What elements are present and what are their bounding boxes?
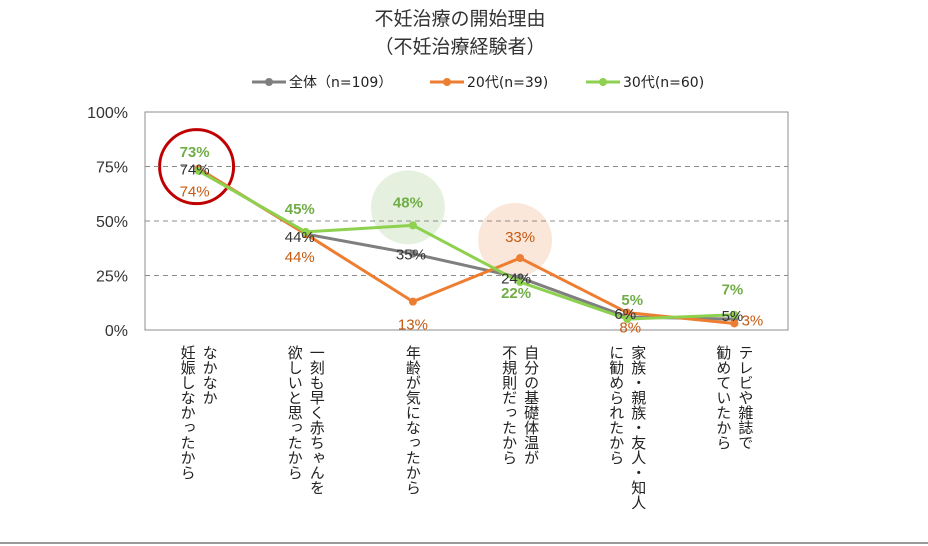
chart-title: 不妊治療の開始理由 — [374, 8, 545, 30]
data-label: 5% — [722, 308, 744, 325]
data-label: 5% — [621, 292, 643, 309]
data-label: 48% — [393, 194, 423, 211]
data-point — [730, 319, 739, 328]
data-label: 44% — [285, 229, 315, 246]
data-label: 35% — [396, 247, 426, 264]
highlight-ring — [158, 128, 236, 206]
data-label: 24% — [501, 271, 531, 288]
data-labels: 74%44%35%24%6% 5%74%44%13%33%8% 3%73%45% 48… — [180, 144, 764, 337]
plot-area-border — [144, 111, 789, 331]
category-label: 自分の基礎体温が — [522, 345, 540, 465]
category-label: 年齢が気になったから — [404, 345, 422, 495]
category-label: テレビや雑誌で — [736, 345, 754, 450]
data-point — [516, 254, 525, 263]
y-tick-label: 100% — [87, 105, 128, 122]
y-tick-label: 75% — [96, 160, 128, 177]
data-point — [301, 227, 310, 236]
y-tick-label: 50% — [96, 214, 128, 231]
category-label: 不規則だったから — [500, 345, 518, 465]
data-label: 13% — [398, 317, 428, 334]
legend: 全体（n=109） 20代(n=39) 30代(n=60) — [252, 74, 704, 91]
legend-label: 30代(n=60) — [623, 75, 704, 91]
data-label: 73% — [180, 144, 210, 161]
data-label: 7% — [722, 282, 744, 299]
category-label: に勧められたから — [607, 345, 625, 465]
highlight-markers — [158, 128, 553, 278]
data-label: 22% — [501, 285, 531, 302]
data-label: 8% — [619, 320, 641, 337]
highlight-bubble — [478, 203, 553, 278]
data-point — [408, 249, 417, 258]
data-label: 74% — [180, 184, 210, 201]
y-tick-label: 25% — [96, 269, 128, 286]
data-point — [623, 308, 632, 317]
data-label: 74% — [180, 162, 210, 179]
legend-marker — [265, 78, 273, 86]
category-label: なかなか — [201, 345, 219, 405]
grid-lines — [145, 166, 788, 276]
legend-label: 全体（n=109） — [289, 74, 392, 91]
legend-marker — [599, 78, 607, 86]
series-lines — [194, 164, 739, 328]
data-point — [516, 278, 525, 287]
legend-marker — [443, 78, 451, 86]
data-point — [194, 166, 203, 175]
chart-subtitle: （不妊治療経験者） — [374, 36, 545, 58]
legend-label: 20代(n=39) — [467, 75, 548, 91]
data-label: 45% — [285, 201, 315, 218]
category-label: 家族・親族・友人・知人 — [629, 345, 647, 510]
bottom-divider — [0, 542, 928, 544]
axes: 0% 25% 50% 75% 100% — [87, 105, 789, 340]
data-label: 3% — [742, 312, 764, 329]
category-label: 一刻も早く赤ちゃんを — [308, 345, 326, 495]
category-label: 妊娠しなかったから — [179, 345, 197, 480]
data-label: 33% — [505, 229, 535, 246]
data-point — [730, 310, 739, 319]
y-tick-label: 0% — [105, 323, 128, 340]
series-line — [197, 169, 735, 321]
data-label: 6% — [614, 306, 636, 323]
category-label: 勧めていたから — [714, 345, 732, 450]
data-point — [408, 221, 417, 230]
series-line — [197, 167, 735, 321]
data-label: 44% — [285, 249, 315, 266]
series-line — [197, 167, 735, 325]
data-point — [623, 315, 632, 324]
category-label: 欲しいと思ったから — [286, 345, 304, 480]
data-point — [408, 297, 417, 306]
